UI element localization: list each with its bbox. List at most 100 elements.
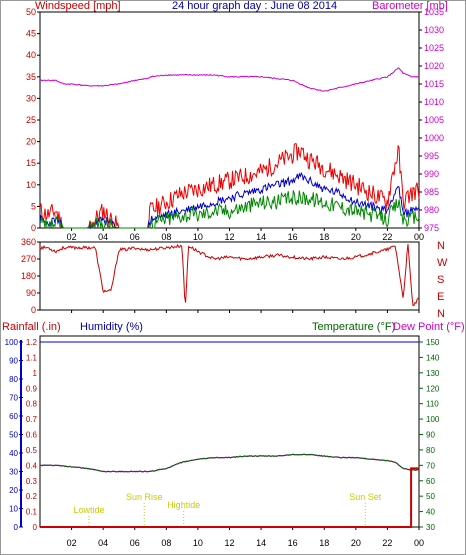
average-series (39, 171, 420, 230)
windspeed-tick-label: 0 (31, 223, 36, 233)
humidity-tick-label: 50 (9, 431, 18, 440)
windspeed-axis-labels: 0 5 10 15 20 25 30 35 40 45 50 (26, 7, 36, 233)
gust-series (39, 143, 420, 229)
compass-label: S (437, 274, 444, 286)
compass-label: N (437, 240, 445, 252)
time-tick-label: 16 (288, 232, 298, 242)
panel2-frame (39, 241, 420, 311)
barometer-tick-label: 995 (424, 151, 439, 161)
rainfall-tick-label: 0.8 (26, 400, 38, 409)
rainfall-tick-label: 1.2 (26, 338, 38, 347)
rainfall-tick-label: 0.9 (26, 384, 38, 393)
chart-title: 24 hour graph day : June 08 2014 (172, 0, 337, 12)
windspeed-tick-label: 15 (26, 158, 36, 168)
temperature-tick-label: 120 (426, 384, 440, 393)
time-tick-label: 20 (351, 538, 361, 548)
time-tick-label: 02 (67, 538, 77, 548)
annotation-label: Sun Set (349, 492, 382, 502)
time-tick-label: 14 (256, 538, 266, 548)
humidity-tick-label: 70 (9, 394, 18, 403)
rainfall-tick-label: 0.5 (26, 446, 38, 455)
temperature-tick-label: 60 (426, 477, 435, 486)
temperature-tick-label: 90 (426, 431, 435, 440)
annotation-label: Hightide (167, 500, 200, 510)
temperature-tick-label: 80 (426, 446, 435, 455)
temperature-axis-labels: 30 40 50 60 70 80 90 100 110 120 130 140 150 (426, 338, 440, 532)
rainfall-axis-labels: 0 0.1 0.2 0.3 0.4 0.5 0.6 0.7 0.8 0.9 1 1.1 1.2 (26, 338, 38, 532)
windspeed-tick-label: 20 (26, 137, 36, 147)
direction-tick-label: 270 (21, 254, 36, 264)
panel3-grid (19, 340, 423, 530)
temperature-tick-label: 150 (426, 338, 440, 347)
panel1-grid (37, 11, 422, 231)
direction-tick-label: 90 (26, 288, 36, 298)
humidity-tick-label: 20 (9, 486, 18, 495)
windspeed-title: Windspeed [mph] (35, 0, 121, 12)
time-tick-label: 00 (414, 538, 424, 548)
time-tick-label: 12 (224, 232, 234, 242)
rainfall-tick-label: 0.2 (26, 492, 38, 501)
temperature-tick-label: 30 (426, 523, 435, 532)
panel1-series (39, 67, 420, 230)
annotation-label: Lowtide (73, 505, 104, 515)
windspeed-tick-label: 10 (26, 180, 36, 190)
annotation-label: Sun Rise (126, 492, 163, 502)
humidity-tick-label: 40 (9, 449, 18, 458)
barometer-tick-label: 980 (424, 205, 439, 215)
humidity-tick-label: 30 (9, 468, 18, 477)
temperature-title: Temperature (°F) (312, 321, 395, 333)
humidity-tick-label: 80 (9, 375, 18, 384)
humidity-tick-label: 60 (9, 412, 18, 421)
time-tick-label: 08 (161, 538, 171, 548)
rainfall-tick-label: 0.7 (26, 415, 38, 424)
barometer-tick-label: 1035 (424, 7, 444, 17)
time-tick-label: 02 (67, 232, 77, 242)
rainfall-tick-label: 0.3 (26, 477, 38, 486)
time-tick-label: 22 (382, 538, 392, 548)
direction-tick-label: 360 (21, 237, 36, 247)
barometer-tick-label: 990 (424, 169, 439, 179)
time-tick-label: 04 (98, 232, 108, 242)
temperature-tick-label: 140 (426, 353, 440, 362)
humidity-tick-label: 0 (14, 523, 19, 532)
rainfall-tick-label: 0.6 (26, 431, 38, 440)
windspeed-tick-label: 30 (26, 93, 36, 103)
windspeed-tick-label: 40 (26, 50, 36, 60)
humidity-tick-label: 100 (5, 338, 19, 347)
temperature-tick-label: 40 (426, 508, 435, 517)
compass-label: W (437, 257, 448, 269)
barometer-tick-label: 1015 (424, 79, 444, 89)
barometer-tick-label: 1025 (424, 43, 444, 53)
time-tick-label: 06 (130, 538, 140, 548)
barometer-tick-label: 975 (424, 223, 439, 233)
humidity-tick-label: 10 (9, 505, 18, 514)
time-tick-label: 10 (193, 232, 203, 242)
temperature-tick-label: 100 (426, 415, 440, 424)
barometer-series (39, 67, 420, 92)
windspeed-tick-label: 45 (26, 29, 36, 39)
windspeed-tick-label: 25 (26, 115, 36, 125)
humidity-axis-labels: 0 10 20 30 40 50 60 70 80 90 100 (5, 338, 19, 532)
rainfall-series (40, 467, 419, 528)
windspeed-tick-label: 5 (31, 201, 36, 211)
time-tick-label: 18 (319, 232, 329, 242)
windspeed-tick-label: 35 (26, 72, 36, 82)
direction-tick-label: 180 (21, 271, 36, 281)
time-tick-label: 16 (288, 538, 298, 548)
time-tick-label: 08 (161, 232, 171, 242)
rain-humidity-temp-panel: 0 0.1 0.2 0.3 0.4 0.5 0.6 0.7 0.8 0.9 1 1.1 1.2 0 10 2… (5, 335, 440, 548)
direction-axis-labels: 0 90 180 270 360 (21, 237, 36, 315)
direction-tick-label: 0 (31, 305, 36, 315)
panel1-frame (39, 11, 420, 229)
barometer-tick-label: 1005 (424, 115, 444, 125)
temperature-tick-label: 130 (426, 369, 440, 378)
barometer-title: Barometer [mb] (372, 0, 448, 12)
panel2-grid (37, 241, 420, 313)
panel1-time-labels: 02 04 06 08 10 12 14 16 18 20 22 00 (67, 232, 424, 242)
time-tick-label: 14 (256, 232, 266, 242)
wind-direction-series (39, 243, 420, 307)
barometer-tick-label: 985 (424, 187, 439, 197)
